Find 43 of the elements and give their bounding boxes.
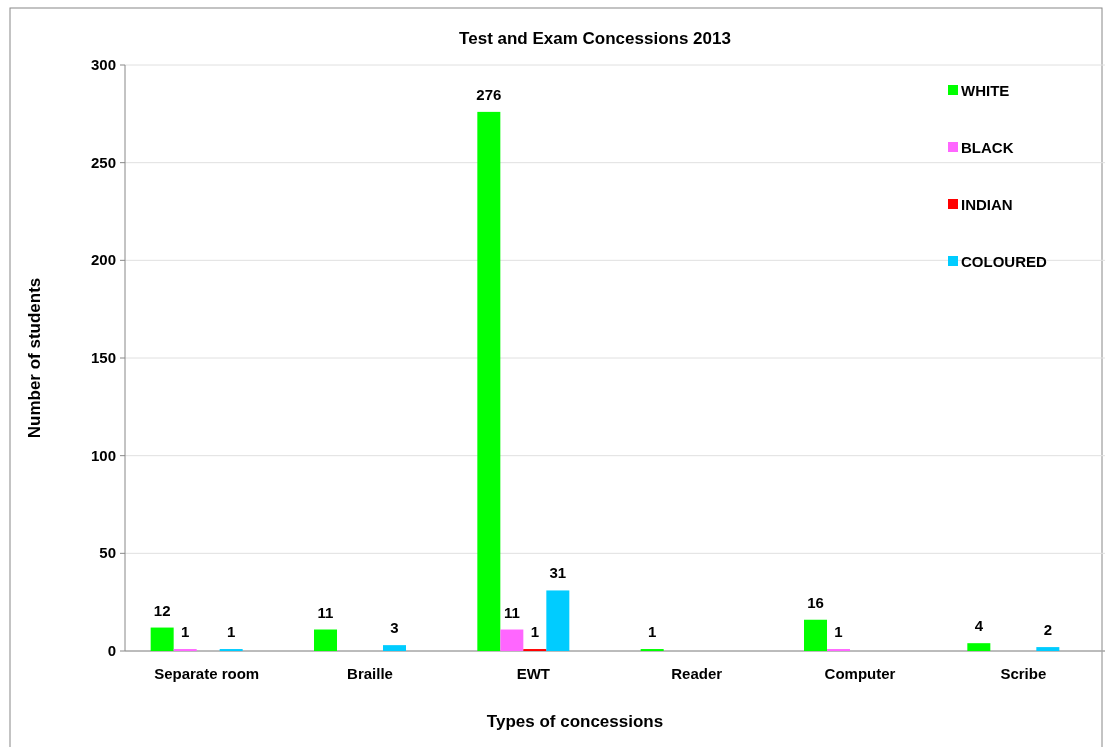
chart-title: Test and Exam Concessions 2013 [459,29,731,48]
bar [383,645,406,651]
bar [967,643,991,651]
y-tick-label: 200 [90,251,116,269]
bar [804,619,827,651]
data-label: 31 [549,564,567,582]
y-tick-label: 100 [90,446,116,464]
bar [477,111,501,651]
y-tick-label: 0 [107,642,116,659]
bar [150,627,174,651]
data-label: 276 [476,85,502,103]
legend-label: WHITE [961,82,1010,99]
y-axis-title: Number of students [25,277,44,439]
x-axis-title: Types of concessions [486,712,664,731]
x-tick-label: Scribe [1000,665,1047,682]
data-label: 3 [390,619,399,637]
data-label: 1 [180,623,190,641]
x-tick-label: Reader [671,665,723,682]
data-label: 1 [226,623,236,641]
x-tick-label: Separate room [154,665,260,682]
bar [546,590,570,651]
data-label: 12 [153,601,171,619]
bar [500,629,524,651]
x-tick-label: EWT [516,665,550,682]
data-label: 1 [647,623,657,641]
data-label: 4 [974,617,984,635]
bar [1036,647,1060,651]
bar [314,629,337,651]
legend-label: BLACK [961,139,1014,156]
data-label: 1 [530,623,540,641]
y-tick-label: 300 [90,56,116,73]
data-label: 2 [1043,621,1053,639]
x-tick-label: Computer [824,665,896,682]
data-label: 16 [807,593,824,611]
legend-label: COLOURED [961,253,1047,270]
data-label: 1 [834,623,843,641]
y-tick-label: 250 [90,153,116,171]
y-tick-label: 150 [90,349,116,366]
y-tick-label: 50 [99,544,116,562]
data-label: 11 [317,603,334,621]
data-label: 11 [503,603,520,621]
x-tick-label: Braille [347,665,393,682]
legend-label: INDIAN [961,196,1013,213]
